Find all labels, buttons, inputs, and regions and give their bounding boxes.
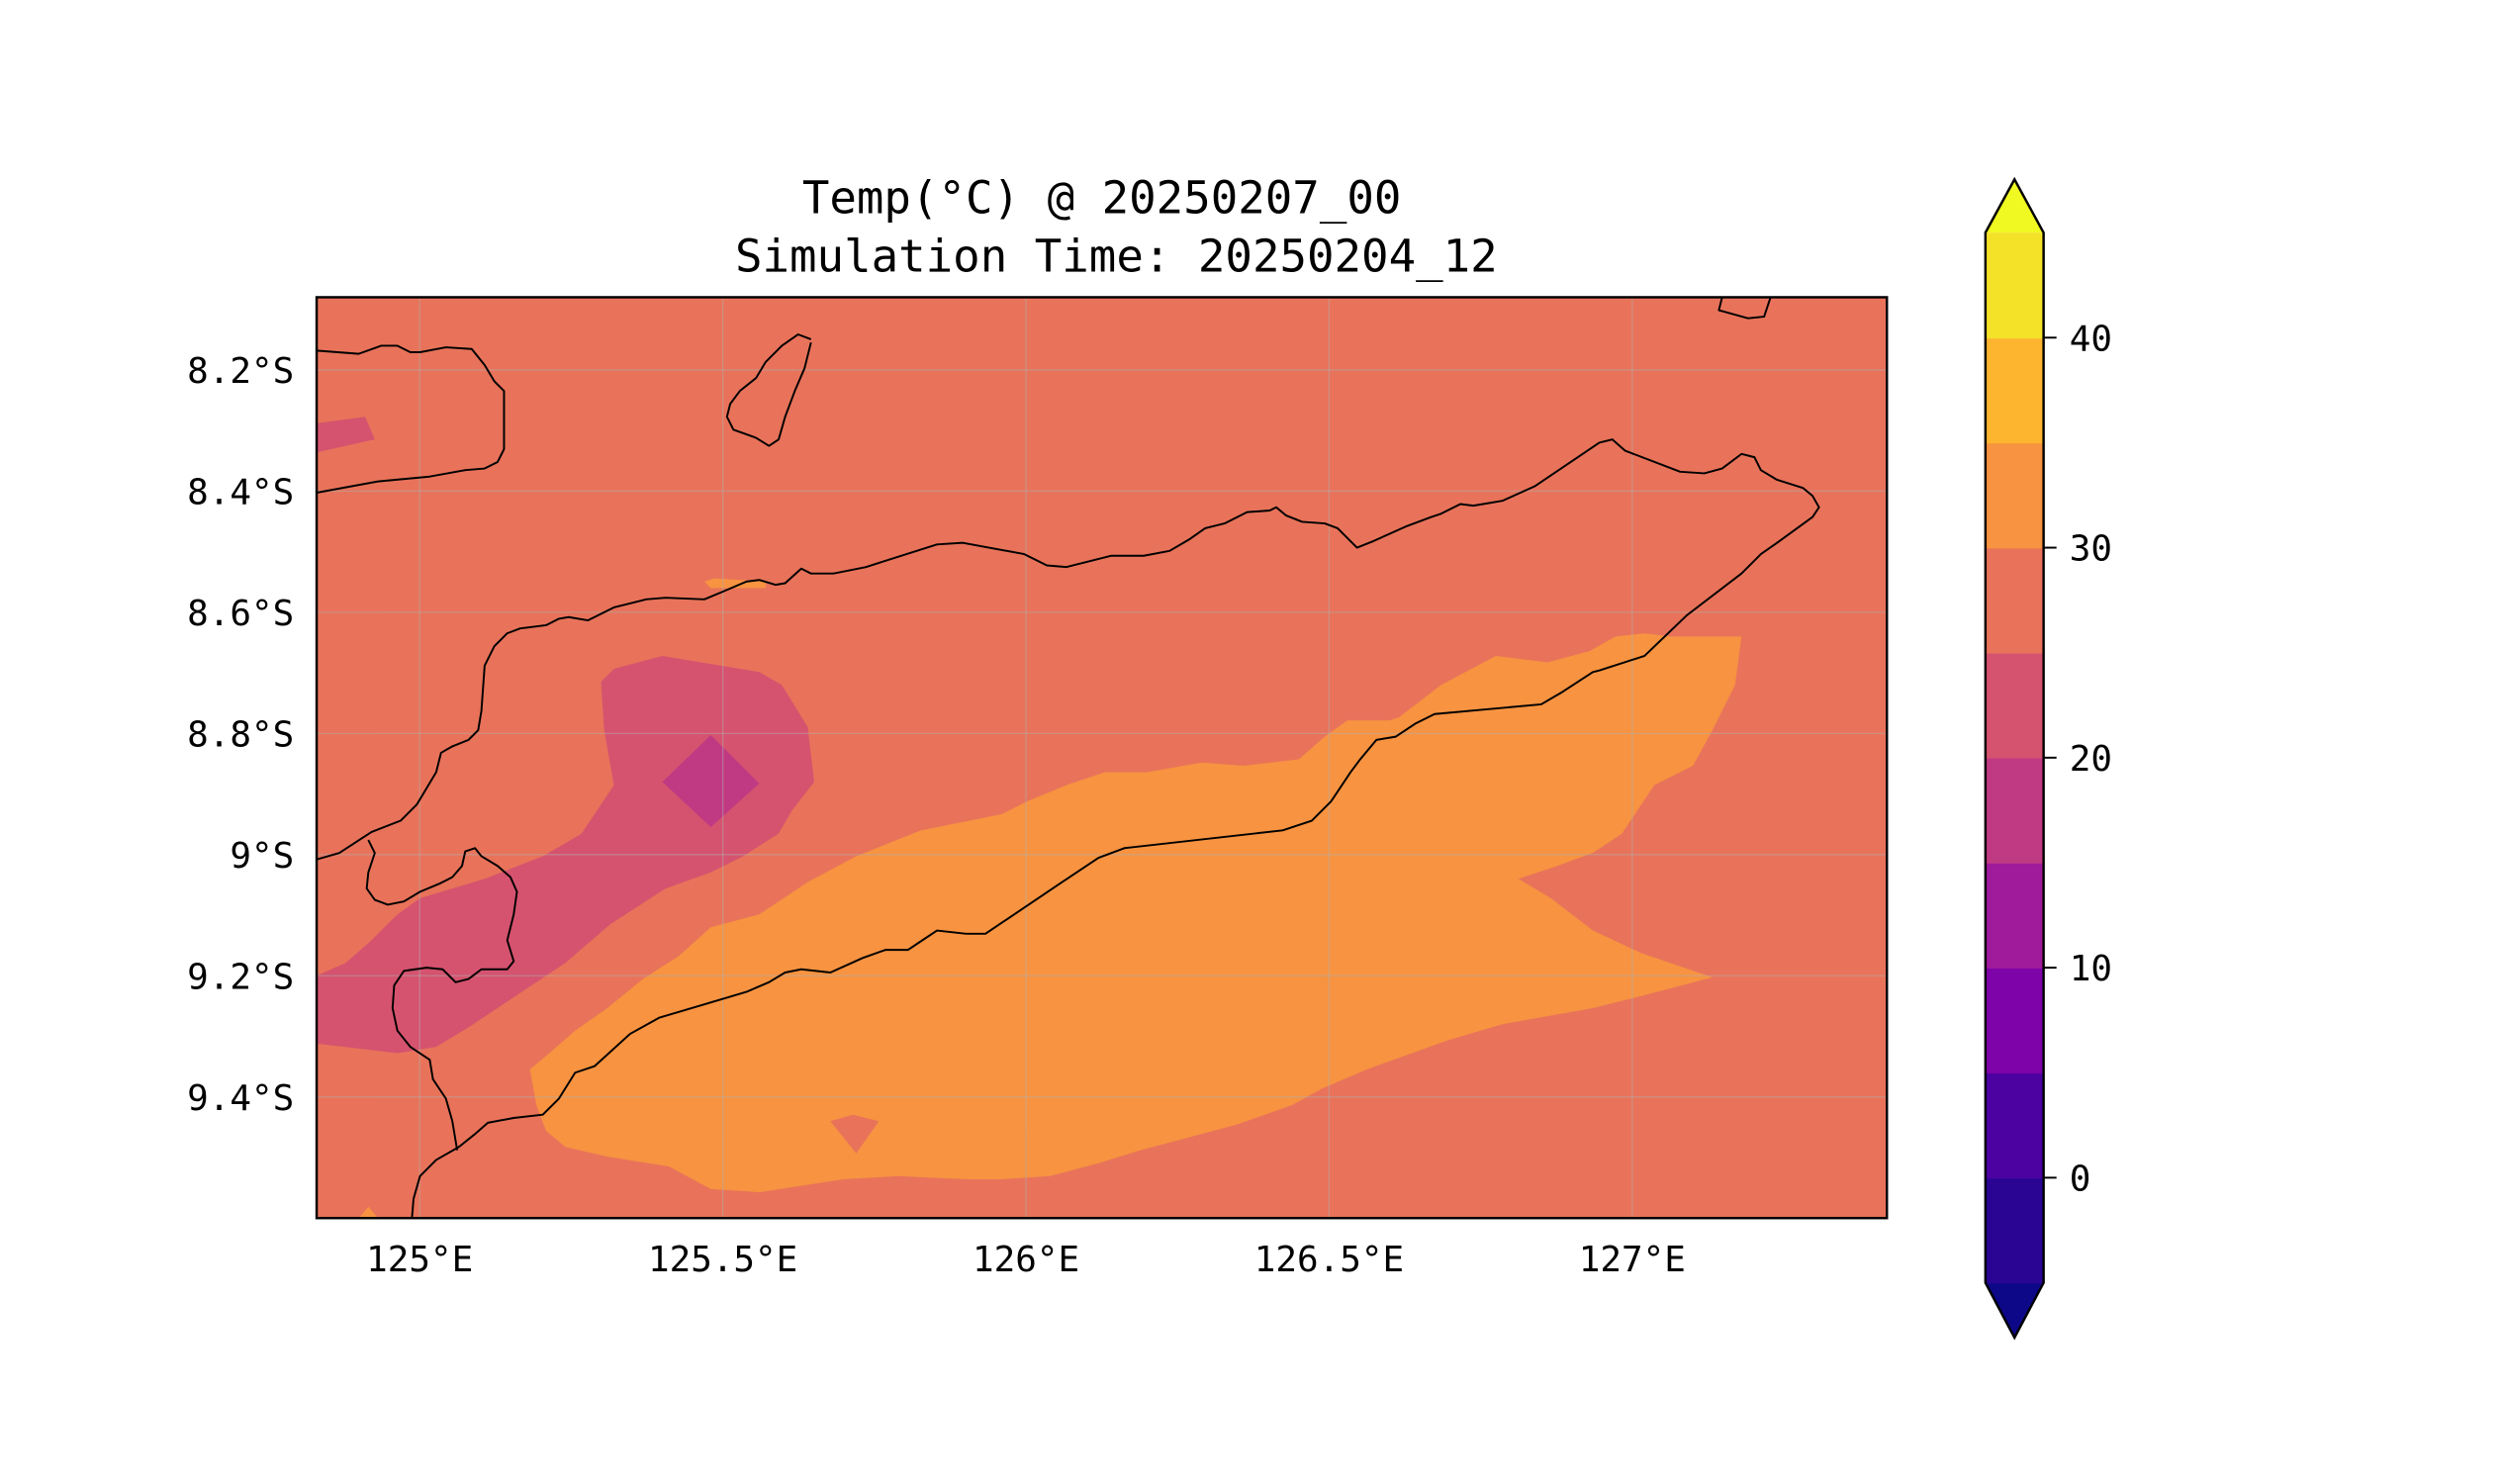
colorbar-band [1985, 442, 2044, 549]
map-plot-area [317, 297, 1888, 1219]
colorbar-band [1985, 862, 2044, 969]
x-tick-label: 125°E [366, 1240, 473, 1280]
y-tick-label: 9°S [230, 836, 294, 877]
colorbar-band [1985, 968, 2044, 1074]
y-axis-ticks: 8.2°S 8.4°S 8.6°S 8.8°S 9°S 9.2°S 9.4°S [187, 351, 294, 1119]
colorbar-band [1985, 337, 2044, 444]
x-tick-label: 126.5°E [1254, 1240, 1404, 1280]
coastline-wetar [1717, 297, 1772, 320]
coastline-timor [317, 438, 1820, 1219]
contour-band-20-25-north [317, 417, 375, 453]
coastline-alor [317, 344, 506, 495]
y-tick-label: 8.6°S [187, 594, 294, 634]
y-tick-label: 9.4°S [187, 1078, 294, 1119]
colorbar-tick-label: 30 [2070, 529, 2112, 570]
contour-band-30-35 [529, 633, 1742, 1193]
chart-title: Temp(°C) @ 20250207_00 [802, 172, 1402, 225]
x-tick-label: 126°E [973, 1240, 1079, 1280]
colorbar-band [1985, 652, 2044, 759]
gridlines [317, 297, 1888, 1219]
y-tick-label: 8.8°S [187, 714, 294, 755]
colorbar-tick-label: 40 [2070, 319, 2112, 359]
coastline-atauro [725, 333, 812, 447]
contour-band-15-20 [662, 734, 760, 828]
coastline-oecusse [365, 839, 518, 1151]
y-tick-label: 9.2°S [187, 957, 294, 997]
colorbar-tick-label: 10 [2070, 949, 2112, 989]
x-axis-ticks: 125°E 125.5°E 126°E 126.5°E 127°E [366, 1240, 1686, 1280]
y-tick-label: 8.2°S [187, 351, 294, 392]
colorbar-band [1985, 1177, 2044, 1284]
plot-frame [315, 296, 1889, 1220]
contour-band-25-30-hole [830, 1114, 880, 1154]
colorbar-band [1985, 232, 2044, 339]
colorbar: 0 10 20 30 40 [1984, 176, 2112, 1341]
colorbar-under-extension [1985, 1282, 2044, 1339]
colorbar-tick-label: 20 [2070, 739, 2112, 780]
x-tick-label: 127°E [1579, 1240, 1686, 1280]
colorbar-outline [1984, 176, 2045, 1341]
chart-subtitle: Simulation Time: 20250204_12 [735, 230, 1498, 282]
x-tick-label: 125.5°E [648, 1240, 797, 1280]
colorbar-over-extension [1985, 179, 2044, 233]
contour-band-30-35-corner [358, 1206, 379, 1219]
colorbar-tick-label: 0 [2070, 1159, 2091, 1199]
colorbar-band [1985, 547, 2044, 654]
contour-band-20-25 [317, 655, 814, 1054]
colorbar-band [1985, 1072, 2044, 1179]
y-tick-label: 8.4°S [187, 472, 294, 512]
colorbar-band [1985, 757, 2044, 864]
